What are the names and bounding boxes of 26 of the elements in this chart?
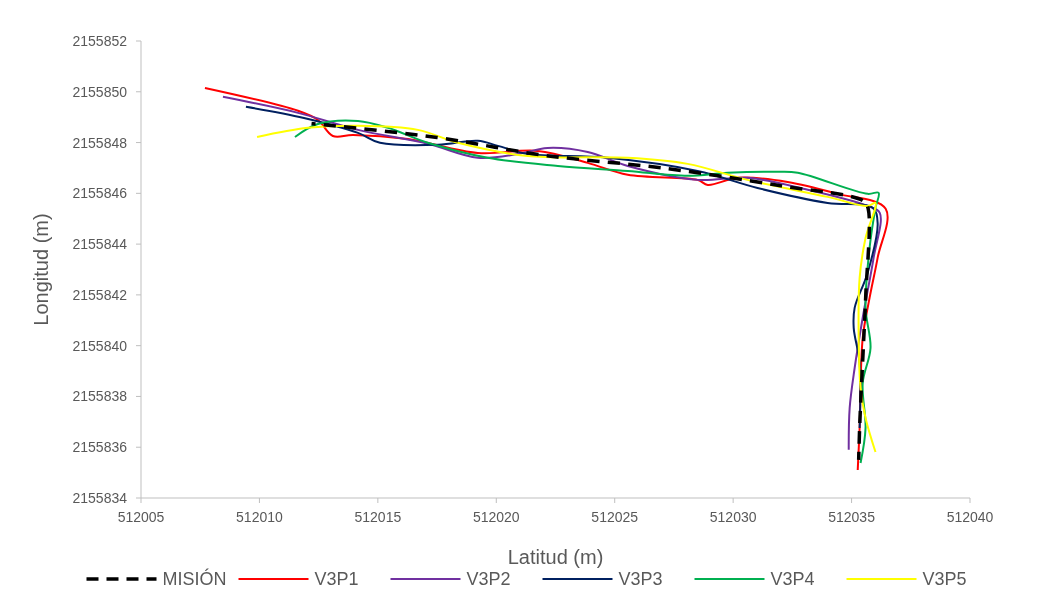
- x-tick-label: 512020: [472, 509, 520, 525]
- legend-label: V3P4: [770, 569, 815, 589]
- x-tick-label: 512025: [591, 509, 639, 525]
- legend-label: V3P3: [618, 569, 663, 589]
- x-tick-label: 512015: [354, 509, 402, 525]
- y-tick-label: 2155838: [72, 388, 128, 405]
- y-tick-label: 2155848: [72, 134, 128, 151]
- legend-label: V3P1: [314, 569, 359, 589]
- y-tick-label: 2155846: [72, 185, 128, 202]
- x-tick-label: 512040: [946, 509, 994, 525]
- legend-label: V3P5: [922, 569, 967, 589]
- x-tick-label: 512030: [709, 509, 757, 525]
- x-axis-title: Latitud (m): [507, 546, 604, 568]
- legend-label: MISIÓN: [162, 568, 227, 589]
- y-tick-label: 2155834: [72, 490, 128, 506]
- y-axis-title: Longitud (m): [30, 213, 52, 326]
- x-tick-label: 512010: [236, 509, 283, 525]
- x-tick-label: 512005: [117, 509, 165, 525]
- y-tick-label: 2155850: [72, 83, 128, 100]
- y-tick-label: 2155840: [72, 337, 128, 354]
- legend-label: V3P2: [466, 569, 511, 589]
- y-tick-label: 2155852: [72, 33, 128, 49]
- y-tick-label: 2155842: [72, 286, 128, 303]
- y-tick-label: 2155844: [72, 236, 128, 253]
- x-tick-label: 512035: [828, 509, 876, 525]
- y-tick-label: 2155836: [72, 439, 128, 456]
